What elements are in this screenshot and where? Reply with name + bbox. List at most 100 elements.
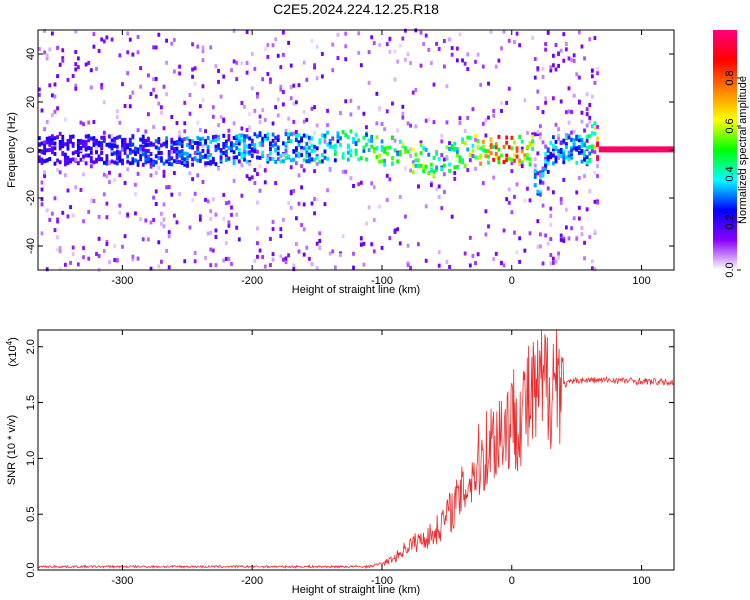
spectrogram-cell bbox=[562, 138, 566, 143]
spectrogram-cell bbox=[417, 158, 420, 163]
spectrogram-cell bbox=[539, 192, 542, 197]
spectrogram-cell bbox=[559, 237, 563, 242]
spectrogram-cell bbox=[113, 136, 117, 141]
spectrogram-cell bbox=[492, 108, 496, 113]
spectrogram-cell bbox=[139, 153, 143, 158]
spectrogram-cell bbox=[435, 151, 438, 156]
spectrogram-cell bbox=[320, 153, 324, 158]
spectrogram-cell bbox=[388, 236, 392, 241]
spectrogram-cell bbox=[484, 209, 488, 214]
spectrogram-cell bbox=[554, 157, 558, 162]
spectrogram-cell bbox=[82, 154, 85, 159]
spectrogram-cell bbox=[385, 197, 389, 202]
spectrogram-cell bbox=[401, 142, 405, 147]
spectrogram-cell bbox=[269, 79, 272, 84]
spectrogram-cell bbox=[209, 247, 213, 252]
spectrogram-cell bbox=[240, 133, 244, 138]
spectrogram-cell bbox=[398, 139, 402, 144]
spectrogram-cell bbox=[544, 152, 548, 157]
spectrogram-cell bbox=[40, 157, 44, 162]
spectrogram-cell bbox=[372, 41, 376, 46]
spectrogram-cell bbox=[549, 206, 553, 211]
spectrogram-cell bbox=[505, 197, 509, 202]
spectrogram-cell bbox=[185, 136, 189, 141]
spectrogram-cell bbox=[110, 148, 114, 153]
spectrogram-cell bbox=[235, 134, 239, 139]
spectrogram-cell bbox=[448, 162, 451, 167]
spectrogram-cell bbox=[74, 86, 78, 91]
spectrogram-cell bbox=[245, 128, 249, 133]
spectrogram-cell bbox=[121, 138, 124, 143]
spectrogram-cell bbox=[206, 161, 210, 166]
spectrogram-cell bbox=[256, 241, 259, 246]
spectrogram-cell bbox=[466, 135, 470, 140]
spectrogram-cell bbox=[113, 160, 117, 165]
spectrogram-cell bbox=[175, 155, 179, 160]
spectrogram-cell bbox=[245, 150, 249, 155]
spectrogram-cell bbox=[256, 149, 259, 154]
spectrogram-cell bbox=[302, 119, 306, 124]
spectrogram-cell bbox=[269, 263, 272, 268]
spectrogram-cell bbox=[256, 254, 259, 259]
spectrogram-cell bbox=[585, 112, 589, 117]
spectrogram-cell bbox=[562, 156, 566, 161]
spectrogram-cell bbox=[87, 134, 91, 139]
spectrogram-cell bbox=[71, 157, 75, 162]
spectrogram-cell bbox=[419, 63, 423, 68]
spectrogram-cell bbox=[466, 52, 470, 57]
spectrogram-cell bbox=[339, 252, 342, 257]
spectrogram-cell bbox=[385, 109, 389, 114]
y-tick-label: 0 bbox=[25, 147, 37, 153]
spectrogram-cell bbox=[193, 259, 197, 264]
spectrogram-cell bbox=[95, 146, 98, 151]
spectrogram-cell bbox=[183, 259, 187, 264]
spectrogram-cell bbox=[323, 139, 327, 144]
spectrogram-cell bbox=[227, 156, 231, 161]
spectrogram-cell bbox=[219, 94, 223, 99]
spectrogram-cell bbox=[536, 106, 540, 111]
spectrogram-cell bbox=[175, 159, 179, 164]
spectrogram-cell bbox=[74, 50, 78, 55]
spectrogram-cell bbox=[344, 57, 348, 62]
spectrogram-cell bbox=[287, 40, 291, 45]
spectrogram-cell bbox=[313, 197, 316, 202]
spectrogram-cell bbox=[557, 251, 560, 256]
spectrogram-cell bbox=[136, 171, 140, 176]
spectrogram-cell bbox=[126, 145, 130, 150]
spectrogram-cell bbox=[559, 140, 563, 145]
spectrogram-cell bbox=[289, 205, 293, 210]
snr-y-scale-label: (x104) bbox=[5, 337, 19, 367]
spectrogram-cell bbox=[204, 255, 207, 260]
spectrogram-cell bbox=[510, 210, 514, 215]
spectrogram-cell bbox=[313, 144, 316, 149]
spectrogram-cell bbox=[48, 47, 52, 52]
spectrogram-cell bbox=[79, 120, 83, 125]
spectrogram-cell bbox=[380, 145, 384, 150]
spectrogram-cell bbox=[160, 105, 163, 110]
spectrogram-cell bbox=[172, 213, 176, 218]
spectrogram-cell bbox=[448, 168, 451, 173]
spectrogram-cell bbox=[453, 176, 457, 181]
spectrogram-cell bbox=[162, 217, 166, 222]
spectrogram-cell bbox=[170, 137, 174, 142]
spectrogram-cell bbox=[160, 211, 163, 216]
spectrogram-cell bbox=[341, 234, 345, 239]
spectrogram-cell bbox=[224, 143, 228, 148]
spectrogram-cell bbox=[300, 164, 303, 169]
spectrogram-cell bbox=[354, 152, 358, 157]
spectrogram-cell bbox=[53, 141, 57, 146]
spectrogram-cell bbox=[209, 139, 213, 144]
spectrogram-cell bbox=[180, 139, 184, 144]
spectrogram-cell bbox=[191, 177, 194, 182]
spectrogram-cell bbox=[266, 157, 270, 162]
spectrogram-cell bbox=[102, 100, 106, 105]
spectrogram-cell bbox=[388, 177, 392, 182]
spectrogram-cell bbox=[391, 101, 394, 106]
spectrogram-cell bbox=[170, 114, 174, 119]
spectrogram-cell bbox=[160, 259, 163, 264]
spectrogram-cell bbox=[500, 108, 503, 113]
spectrogram-cell bbox=[102, 160, 106, 165]
spectrogram-cell bbox=[583, 56, 586, 61]
spectrogram-cell bbox=[141, 162, 145, 167]
spectrogram-cell bbox=[583, 128, 586, 133]
